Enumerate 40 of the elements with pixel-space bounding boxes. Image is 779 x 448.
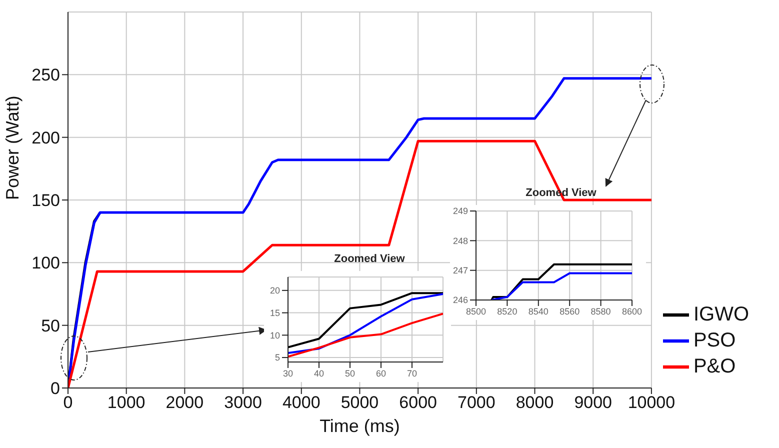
y-tick-label: 20 bbox=[270, 286, 280, 296]
x-tick-label: 5000 bbox=[340, 393, 379, 412]
y-axis-title: Power (Watt) bbox=[2, 96, 22, 200]
legend-label: PSO bbox=[693, 329, 736, 352]
x-tick-label: 70 bbox=[406, 368, 418, 378]
x-tick-label: 6000 bbox=[399, 393, 437, 412]
x-tick-label: 40 bbox=[314, 368, 324, 378]
legend-label: P&O bbox=[693, 355, 736, 378]
x-axis-title: Time (ms) bbox=[320, 416, 400, 436]
y-tick-label: 249 bbox=[452, 206, 468, 216]
y-tick-label: 10 bbox=[270, 330, 280, 340]
x-tick-label: 7000 bbox=[458, 393, 496, 412]
y-tick-label: 150 bbox=[32, 191, 60, 210]
x-tick-label: 60 bbox=[376, 368, 386, 378]
y-tick-label: 15 bbox=[270, 308, 280, 318]
x-tick-label: 8000 bbox=[516, 393, 554, 412]
y-tick-label: 248 bbox=[452, 236, 468, 246]
x-tick-label: 0 bbox=[63, 393, 73, 412]
x-tick-label: 2000 bbox=[166, 393, 204, 412]
y-tick-label: 246 bbox=[452, 295, 468, 306]
legend-label: IGWO bbox=[693, 303, 749, 326]
x-tick-label: 4000 bbox=[282, 393, 320, 412]
x-tick-label: 8540 bbox=[528, 306, 548, 316]
chart-title: Zoomed View bbox=[333, 253, 406, 267]
x-tick-label: 8500 bbox=[466, 306, 486, 316]
x-tick-label: 9000 bbox=[574, 393, 612, 412]
y-tick-label: 5 bbox=[274, 352, 280, 363]
y-tick-label: 250 bbox=[32, 66, 60, 85]
x-tick-label: 1000 bbox=[107, 393, 146, 412]
x-tick-label: 50 bbox=[344, 368, 356, 378]
x-tick-label: 8600 bbox=[622, 306, 642, 316]
y-tick-label: 100 bbox=[32, 254, 60, 273]
x-tick-label: 30 bbox=[282, 368, 294, 378]
x-tick-label: 8580 bbox=[590, 306, 611, 316]
x-tick-label: 10000 bbox=[628, 393, 676, 412]
y-tick-label: 200 bbox=[32, 128, 60, 148]
x-tick-label: 3000 bbox=[224, 393, 262, 412]
y-tick-label: 247 bbox=[452, 266, 468, 276]
x-tick-label: 8560 bbox=[560, 306, 580, 316]
x-tick-label: 8520 bbox=[497, 306, 518, 316]
